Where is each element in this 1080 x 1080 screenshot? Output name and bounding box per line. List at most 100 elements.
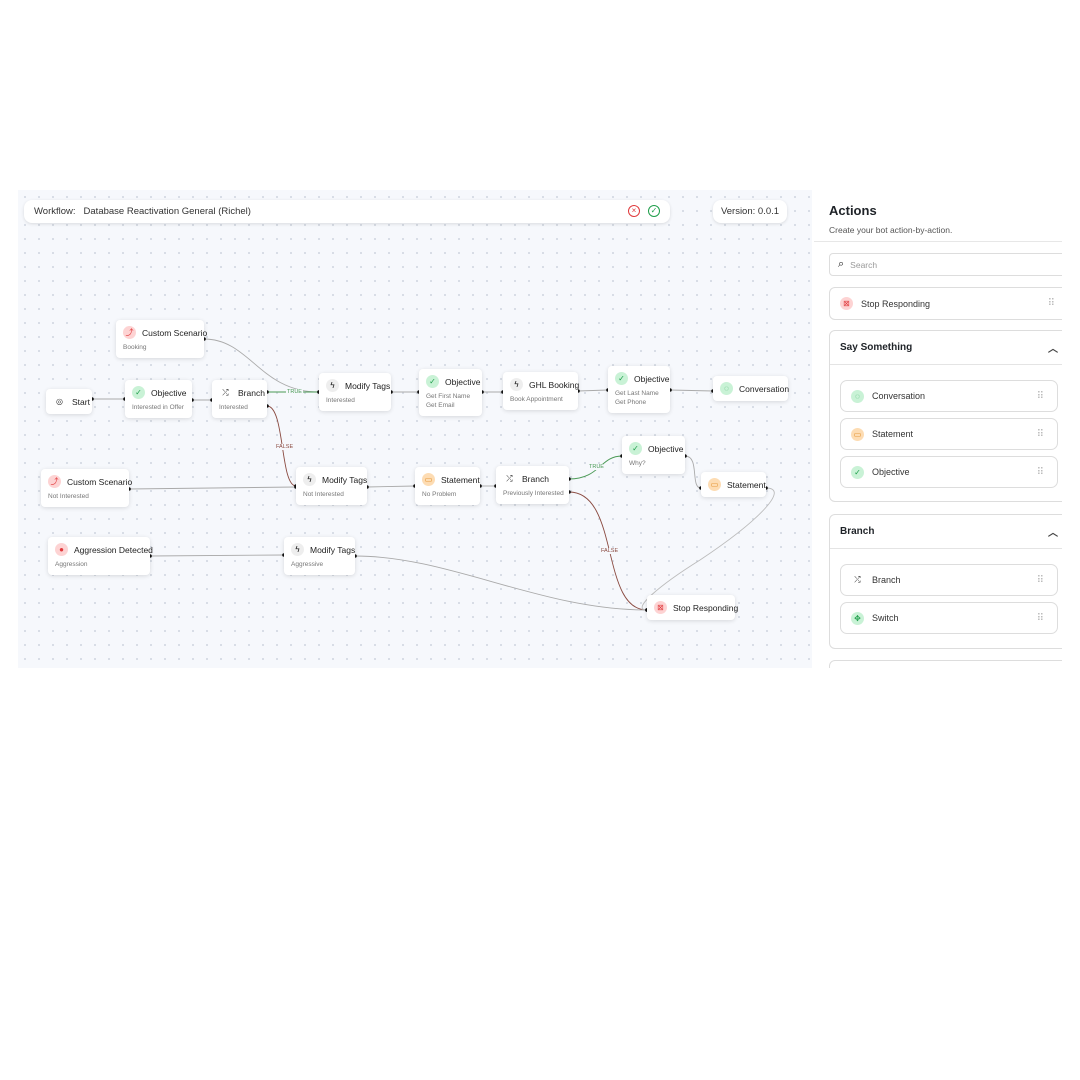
statement-icon: ▭ [708, 478, 721, 491]
shuffle-icon: ⤮ [506, 473, 513, 483]
node-tags-interested[interactable]: ϟ Modify Tags Interested [319, 373, 391, 412]
conversation-icon: ◌ [851, 389, 864, 403]
node-subtitle: Booking [123, 343, 197, 352]
switch-icon: ✥ [851, 611, 864, 625]
node-obj-last[interactable]: ✓ Objective Get Last Name Get Phone [608, 366, 670, 414]
action-label: Objective [872, 467, 910, 477]
divider [814, 241, 1062, 242]
node-aggr[interactable]: ● Aggression Detected Aggression [48, 537, 153, 576]
node-subtitle: Get First Name Get Email [426, 392, 475, 410]
alert-icon: ● [55, 543, 68, 556]
node-subtitle-line: Aggression [55, 561, 88, 568]
node-stop[interactable]: ⊠ Stop Responding [647, 595, 739, 620]
drag-handle-icon[interactable]: ⠿ [1047, 298, 1055, 309]
workflow-label: Workflow: [34, 206, 76, 217]
version-badge: Version: 0.0.1 [713, 200, 787, 223]
node-subtitle: Aggression [55, 560, 143, 569]
node-title: Objective [648, 443, 684, 454]
node-title: Stop Responding [673, 602, 739, 613]
action-branch[interactable]: ⤮ Branch ⠿ [840, 564, 1058, 596]
node-title: Modify Tags [310, 544, 356, 555]
edge-label-true1: TRUE [286, 389, 303, 395]
node-subtitle-line: No Problem [422, 491, 457, 498]
edge-label-false1: FALSE [275, 444, 295, 450]
panel-description: Create your bot action-by-action. [829, 225, 953, 235]
node-obj-interested[interactable]: ✓ Objective Interested in Offer [125, 380, 192, 419]
stop-icon: ⊠ [654, 601, 667, 614]
section-header[interactable]: Say Something ︿ [830, 331, 1062, 365]
section-header[interactable]: Branch ︿ [830, 515, 1062, 549]
node-title: Branch [238, 387, 265, 398]
node-subtitle: No Problem [422, 490, 473, 499]
node-title: Statement [441, 474, 480, 485]
node-subtitle: Book Appointment [510, 395, 571, 404]
node-subtitle: Why? [629, 459, 678, 468]
action-stop-responding[interactable]: ⊠ Stop Responding ⠿ [829, 287, 1062, 320]
section-say-something: Say Something ︿ ◌ Conversation ⠿ ▭ Statemen… [829, 330, 1062, 502]
node-title: Aggression Detected [74, 544, 153, 555]
statement-icon: ▭ [422, 473, 435, 486]
node-subtitle-line: Interested in Offer [132, 404, 184, 411]
node-obj-first[interactable]: ✓ Objective Get First Name Get Email [419, 369, 482, 417]
node-ghl[interactable]: ϟ GHL Booking Book Appointment [503, 372, 579, 411]
x-circle-icon[interactable]: × [628, 205, 640, 217]
action-label: Statement [872, 429, 914, 439]
node-subtitle-line: Get First Name [426, 393, 471, 400]
node-subtitle: Not Interested [48, 492, 122, 501]
node-stmt-2[interactable]: ▭ Statement [701, 472, 766, 497]
node-title: Statement [727, 479, 766, 490]
node-title: Custom Scenario [142, 327, 208, 338]
node-start[interactable]: ◎ Start [46, 389, 92, 414]
edge-label-true2: TRUE [588, 464, 605, 470]
action-switch[interactable]: ✥ Switch ⠿ [840, 602, 1058, 634]
action-label: Branch [872, 575, 901, 585]
node-title: Objective [634, 373, 670, 384]
check-icon: ✓ [426, 375, 439, 388]
action-statement[interactable]: ▭ Statement ⠿ [840, 418, 1058, 450]
node-cs-booking[interactable]: ⤴ Custom Scenario Booking [116, 320, 208, 359]
node-cs-not[interactable]: ⤴ Custom Scenario Not Interested [41, 469, 132, 508]
edge-label-false2: FALSE [600, 548, 620, 554]
node-obj-why[interactable]: ✓ Objective Why? [622, 436, 685, 475]
drag-handle-icon[interactable]: ⠿ [1036, 390, 1044, 402]
statement-icon: ▭ [851, 427, 864, 441]
node-subtitle-line: Get Phone [615, 399, 647, 407]
node-subtitle-line: Get Last Name [615, 390, 659, 397]
action-objective[interactable]: ✓ Objective ⠿ [840, 456, 1058, 488]
node-title: Start [72, 396, 90, 407]
actions-panel: Actions Create your bot action-by-action… [814, 190, 1062, 668]
node-tags-not[interactable]: ϟ Modify Tags Not Interested [296, 467, 368, 506]
lightning-icon: ϟ [510, 378, 523, 391]
node-subtitle-line: Interested [326, 397, 355, 404]
node-title: Modify Tags [345, 380, 391, 391]
node-title: Modify Tags [322, 474, 368, 485]
drag-handle-icon[interactable]: ⠿ [1036, 466, 1044, 478]
drag-handle-icon[interactable]: ⠿ [1036, 612, 1044, 624]
workflow-name[interactable]: Database Reactivation General (Richel) [83, 206, 251, 217]
chevron-up-icon[interactable]: ︿ [1048, 528, 1058, 539]
section-title: Branch [840, 526, 875, 537]
action-label: Stop Responding [861, 298, 931, 309]
lightning-icon: ϟ [291, 543, 304, 556]
node-subtitle: Previously Interested [503, 489, 564, 498]
node-subtitle-line: Aggressive [291, 561, 324, 568]
action-conversation[interactable]: ◌ Conversation ⠿ [840, 380, 1058, 412]
node-conversation[interactable]: ◌ Conversation [713, 376, 789, 401]
drag-handle-icon[interactable]: ⠿ [1036, 574, 1044, 586]
chevron-up-icon[interactable]: ︿ [1048, 344, 1058, 355]
node-branch-interested[interactable]: ⤮ Branch Interested [212, 380, 267, 419]
node-branch-prev[interactable]: ⤮ Branch Previously Interested [496, 466, 569, 505]
node-subtitle: Interested [219, 403, 260, 412]
check-circle-icon[interactable]: ✓ [648, 205, 660, 217]
workflow-canvas[interactable] [18, 190, 812, 668]
check-icon: ✓ [851, 465, 864, 479]
node-stmt-noproblem[interactable]: ▭ Statement No Problem [415, 467, 480, 506]
search-input[interactable]: ⌕ Search [829, 253, 1062, 276]
node-title: Branch [522, 473, 549, 484]
node-tags-aggr[interactable]: ϟ Modify Tags Aggressive [284, 537, 356, 576]
section-branch: Branch ︿ ⤮ Branch ⠿ ✥ Switch ⠿ [829, 514, 1062, 649]
node-title: Objective [151, 387, 187, 398]
stop-icon: ⊠ [840, 297, 853, 310]
drag-handle-icon[interactable]: ⠿ [1036, 428, 1044, 440]
node-subtitle: Aggressive [291, 560, 348, 569]
